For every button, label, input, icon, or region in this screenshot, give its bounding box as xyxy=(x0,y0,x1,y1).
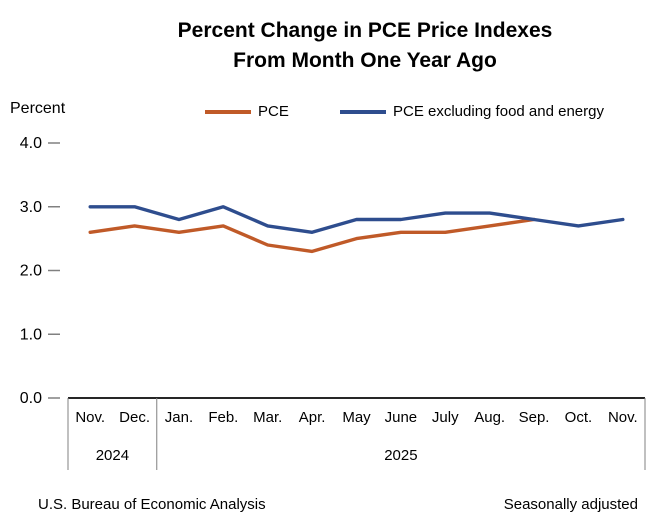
x-tick-label: July xyxy=(432,409,459,426)
x-tick-label: May xyxy=(342,409,371,426)
x-tick-label: Apr. xyxy=(299,409,326,426)
pce-line-swatch-icon xyxy=(205,109,251,114)
chart-title: Percent Change in PCE Price Indexes From… xyxy=(70,16,660,77)
y-axis-title: Percent xyxy=(10,100,66,117)
y-tick-label: 1.0 xyxy=(20,326,42,343)
x-tick-label: Aug. xyxy=(474,409,505,426)
series-line-pce xyxy=(88,217,536,254)
legend-item-pce: PCE xyxy=(205,103,289,120)
y-tick-label: 3.0 xyxy=(20,199,42,216)
y-tick-label: 2.0 xyxy=(20,263,42,280)
x-tick-label: Nov. xyxy=(75,409,105,426)
legend-row: Percent PCE PCE excluding food and energ… xyxy=(0,100,670,122)
chart-title-line1: Percent Change in PCE Price Indexes xyxy=(177,19,553,42)
footer: U.S. Bureau of Economic Analysis Seasona… xyxy=(38,496,638,513)
adjustment-note: Seasonally adjusted xyxy=(503,496,638,513)
x-tick-label: Oct. xyxy=(565,409,593,426)
year-label: 2024 xyxy=(96,447,129,464)
x-tick-label: Sep. xyxy=(519,409,550,426)
x-tick-label: Nov. xyxy=(608,409,638,426)
x-tick-label: Feb. xyxy=(208,409,238,426)
x-tick-label: Jan. xyxy=(165,409,193,426)
chart-title-line2: From Month One Year Ago xyxy=(233,49,497,73)
source-note: U.S. Bureau of Economic Analysis xyxy=(38,496,266,513)
legend-label-core-pce: PCE excluding food and energy xyxy=(393,103,604,120)
legend-label-pce: PCE xyxy=(258,103,289,120)
core-pce-line-swatch-icon xyxy=(340,109,386,114)
year-label: 2025 xyxy=(384,447,417,464)
series-line-pce-excluding-food-and-energy xyxy=(88,205,625,235)
y-tick-label: 4.0 xyxy=(20,135,42,152)
x-tick-label: Mar. xyxy=(253,409,282,426)
y-tick-label: 0.0 xyxy=(20,390,42,407)
x-tick-label: June xyxy=(385,409,418,426)
x-tick-label: Dec. xyxy=(119,409,150,426)
legend-item-core-pce: PCE excluding food and energy xyxy=(340,103,604,120)
